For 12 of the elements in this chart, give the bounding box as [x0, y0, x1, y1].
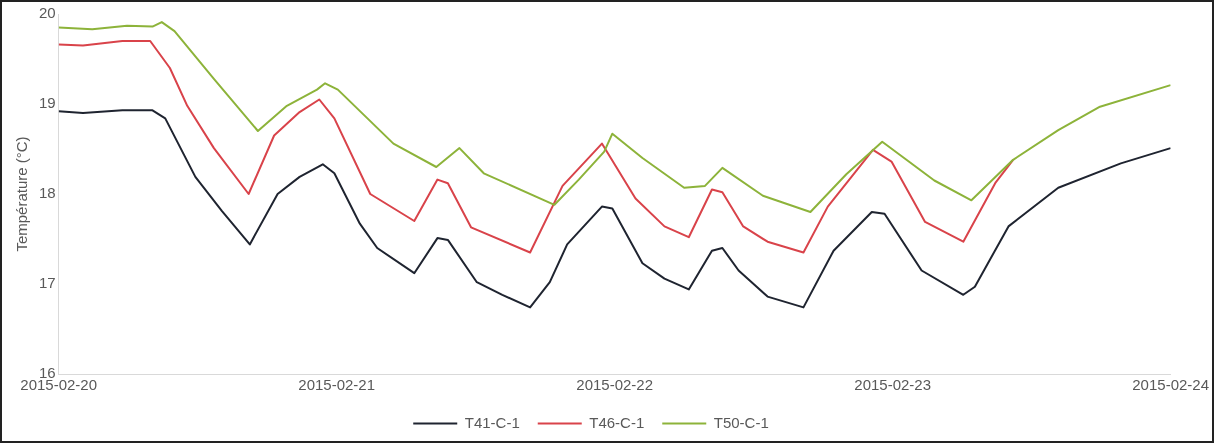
y-tick-label: 20	[39, 4, 56, 22]
legend-label: T41-C-1	[464, 413, 520, 431]
y-tick-label: 18	[39, 184, 56, 202]
x-tick-label: 2015-02-23	[854, 376, 932, 394]
x-tick-label: 2015-02-24	[1132, 376, 1209, 394]
x-tick-label: 2015-02-21	[298, 376, 376, 394]
y-tick-label: 19	[39, 94, 56, 112]
legend-label: T46-C-1	[589, 413, 645, 431]
x-tick-label: 2015-02-22	[576, 376, 654, 394]
legend-label: T50-C-1	[713, 413, 769, 431]
y-axis-title: Température (°C)	[13, 136, 31, 252]
y-tick-label: 17	[39, 274, 56, 292]
